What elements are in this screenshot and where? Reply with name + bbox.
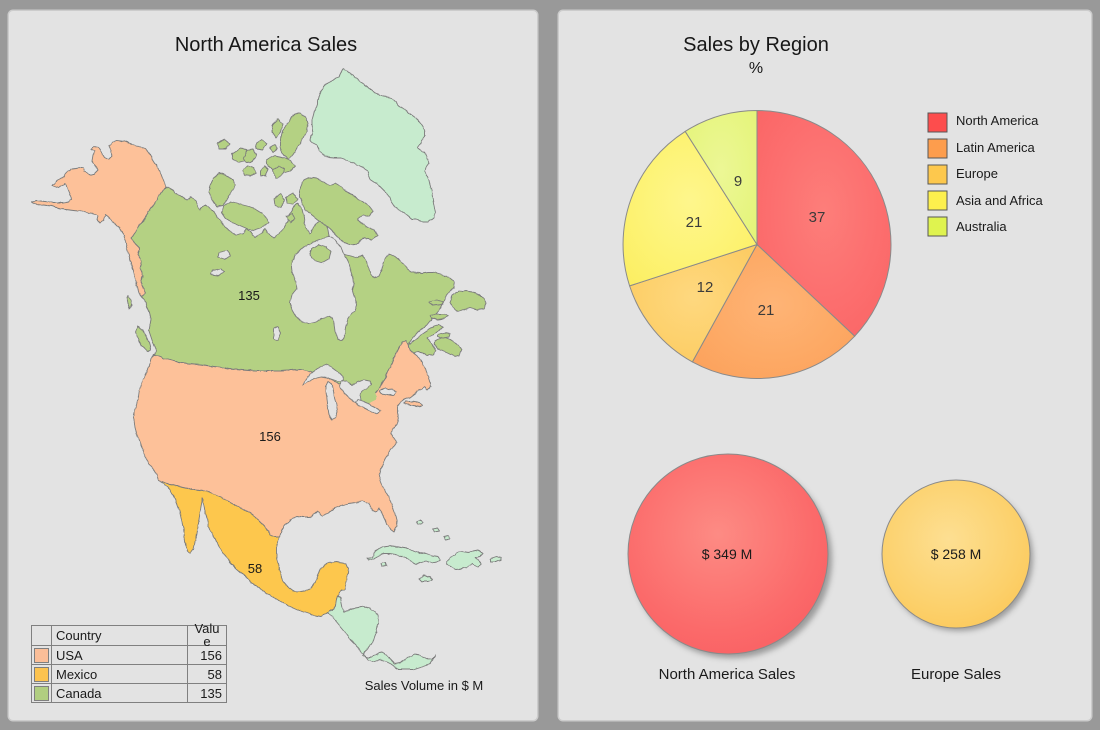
svg-text:Europe: Europe [956,166,998,181]
svg-text:156: 156 [259,429,281,444]
svg-text:North America Sales: North America Sales [659,666,796,683]
svg-text:Australia: Australia [956,219,1007,234]
svg-text:58: 58 [248,561,262,576]
svg-text:Sales Volume in $ M: Sales Volume in $ M [365,678,484,693]
svg-text:Latin America: Latin America [956,140,1036,155]
svg-text:Europe Sales: Europe Sales [911,666,1001,683]
svg-text:$ 258 M: $ 258 M [931,546,982,562]
svg-text:37: 37 [809,209,826,226]
svg-text:21: 21 [686,214,703,231]
svg-text:$ 349 M: $ 349 M [702,546,753,562]
svg-text:North America: North America [956,113,1039,128]
svg-text:12: 12 [697,279,714,296]
svg-text:135: 135 [238,288,260,303]
svg-text:Asia and Africa: Asia and Africa [956,193,1043,208]
svg-text:21: 21 [758,302,775,319]
svg-text:9: 9 [734,173,742,190]
